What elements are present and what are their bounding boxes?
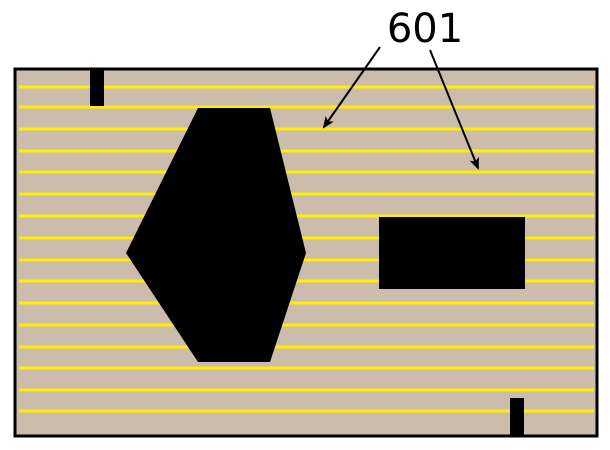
bottom-tab-feature (510, 398, 524, 435)
stripe-lines (19, 85, 594, 413)
hexagon-feature (126, 108, 306, 362)
rectangle-feature (379, 217, 525, 289)
top-tab-feature (90, 70, 104, 106)
leader-arrow-left (322, 46, 381, 129)
leader-arrow-right (429, 49, 479, 170)
reference-label: 601 (387, 6, 463, 52)
